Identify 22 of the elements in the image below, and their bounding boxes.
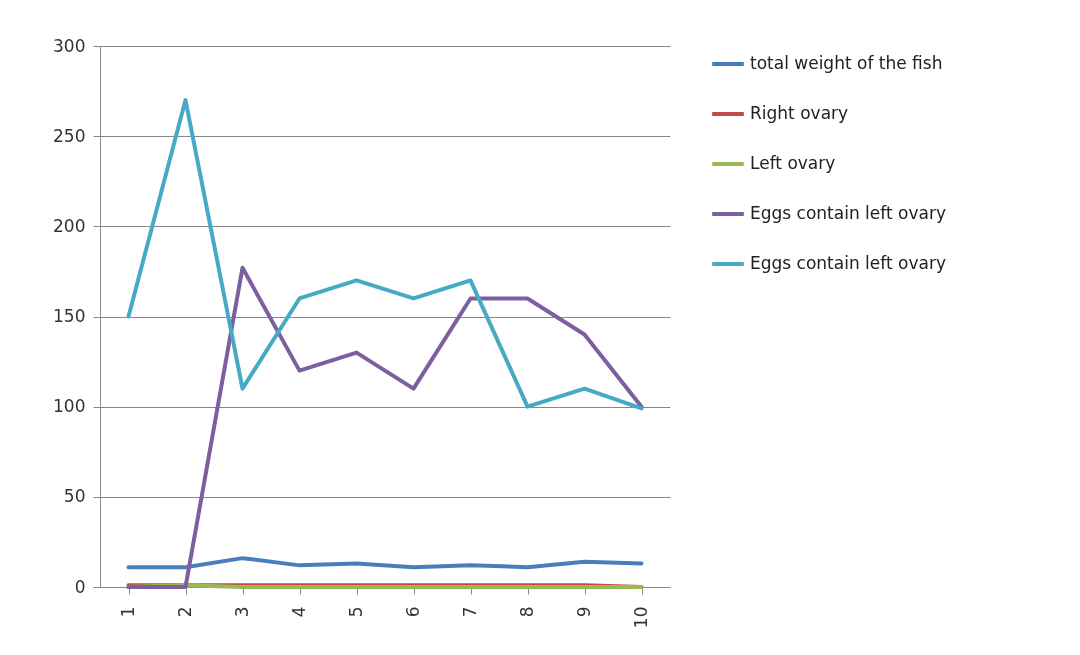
x-tick-label: 5: [346, 606, 366, 618]
x-tick-label: 1: [118, 606, 138, 618]
x-tick-label: 8: [517, 606, 537, 618]
y-tick-label: 200: [53, 215, 86, 236]
y-tick-label: 0: [74, 576, 86, 597]
x-tick-label: 4: [289, 606, 309, 618]
y-tick-label: 250: [53, 125, 86, 146]
x-tick-label: 6: [403, 606, 423, 618]
y-tick-label: 50: [63, 486, 86, 507]
legend-label: Eggs contain left ovary: [750, 203, 946, 223]
y-tick-label: 150: [53, 306, 86, 326]
x-tick-label: 10: [631, 606, 651, 629]
x-tick-label: 7: [460, 606, 480, 618]
legend-label: total weight of the fish: [750, 53, 943, 73]
legend-label: Left ovary: [750, 153, 836, 173]
x-tick-label: 3: [232, 606, 252, 618]
legend-label: Eggs contain left ovary: [750, 253, 946, 273]
legend-label: Right ovary: [750, 103, 849, 123]
y-tick-label: 300: [53, 35, 86, 56]
x-tick-label: 9: [574, 606, 594, 618]
y-tick-label: 100: [53, 396, 86, 417]
x-tick-label: 2: [175, 606, 195, 618]
